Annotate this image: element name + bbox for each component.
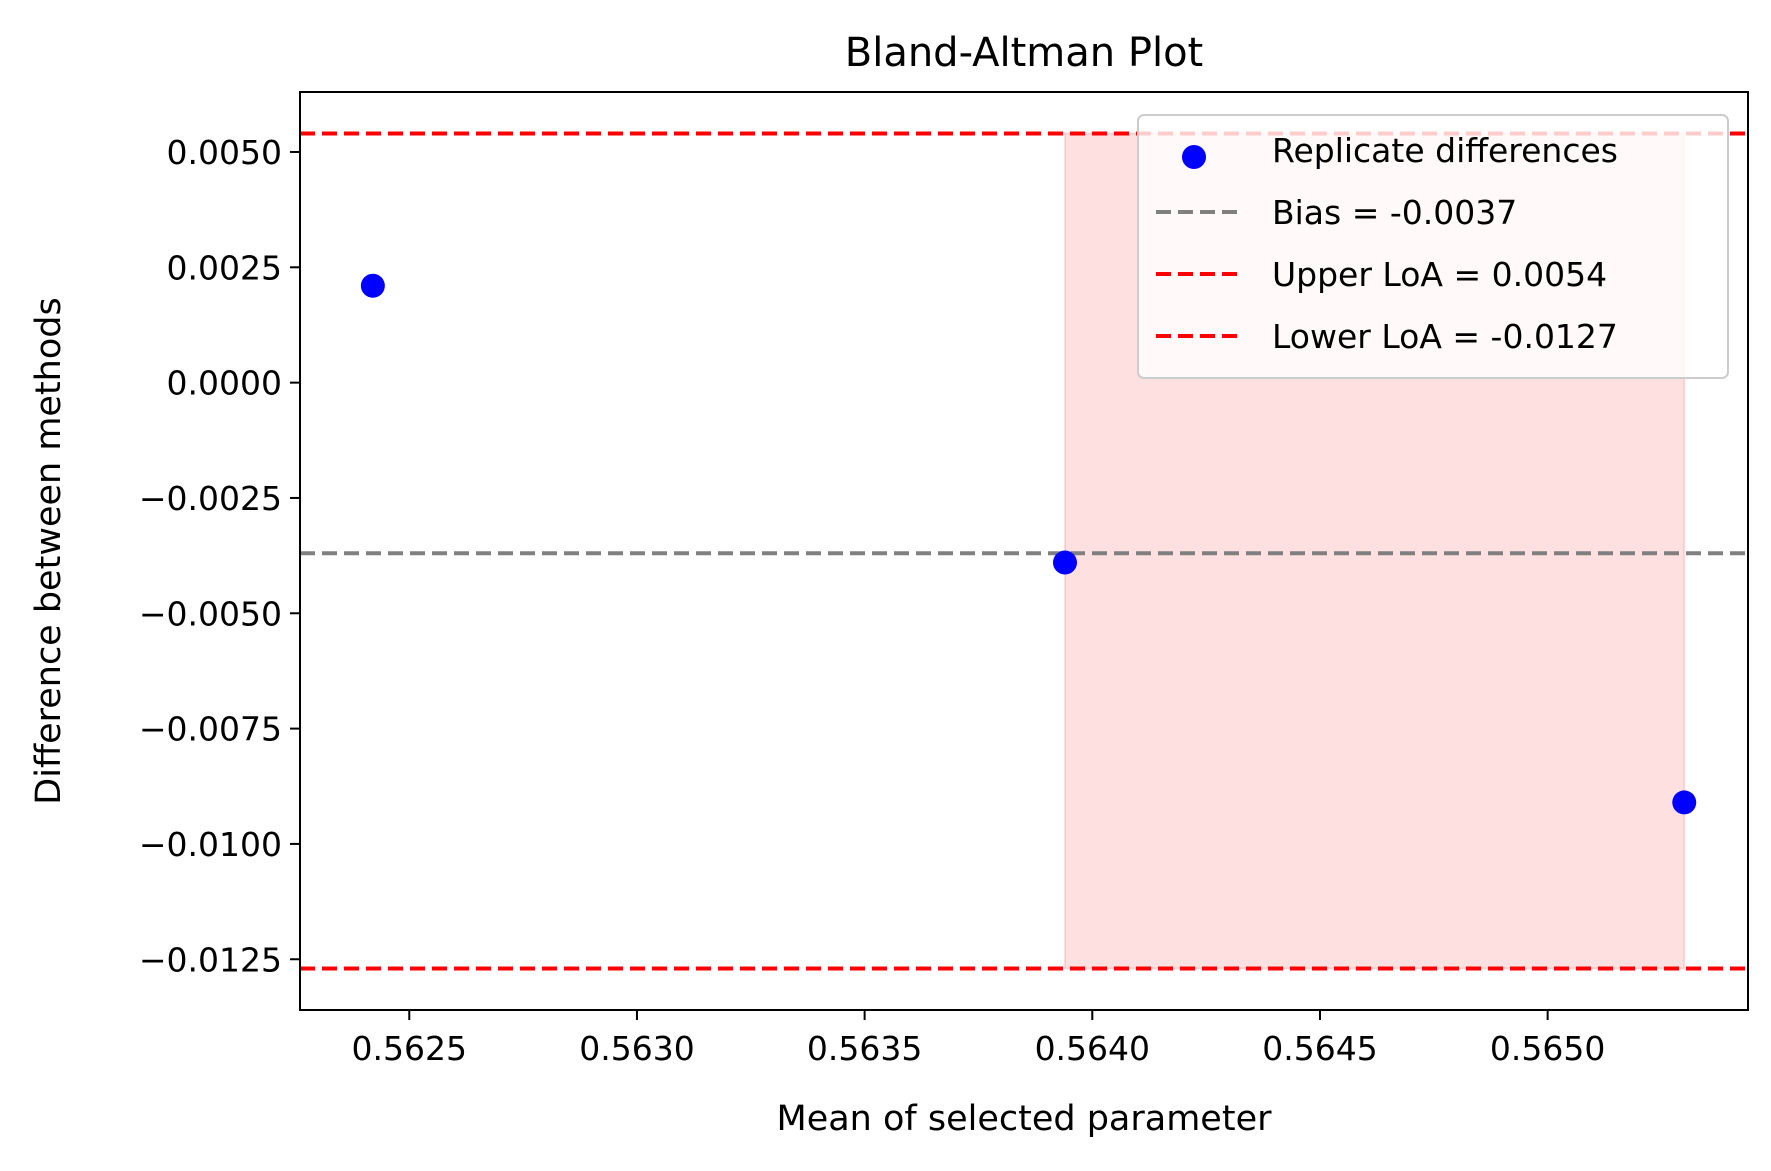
data-point <box>360 273 385 298</box>
x-tick-label: 0.5650 <box>1490 1029 1605 1068</box>
y-tick-label: 0.0025 <box>167 248 282 287</box>
y-tick-label: −0.0100 <box>139 825 282 864</box>
data-point <box>1672 790 1697 815</box>
y-tick-label: −0.0075 <box>139 710 282 749</box>
legend-label-replicate-differences: Replicate differences <box>1272 131 1618 170</box>
legend: Replicate differences Bias = -0.0037 Upp… <box>1137 114 1729 379</box>
x-tick-label: 0.5625 <box>352 1029 467 1068</box>
y-axis-ticks: 0.0050 0.0025 0.0000 −0.0025 −0.0050 −0.0075 −… <box>139 133 300 979</box>
y-tick-label: 0.0050 <box>167 133 282 172</box>
x-axis-label: Mean of selected parameter <box>777 1099 1273 1139</box>
legend-label-upper-loa: Upper LoA = 0.0054 <box>1272 255 1607 294</box>
y-axis-label: Difference between methods <box>29 297 69 804</box>
x-tick-label: 0.5645 <box>1262 1029 1377 1068</box>
y-tick-label: −0.0025 <box>139 479 282 518</box>
y-tick-label: 0.0000 <box>167 364 282 403</box>
axes-frame <box>299 91 1749 1011</box>
x-tick-label: 0.5640 <box>1035 1029 1150 1068</box>
x-tick-label: 0.5635 <box>807 1029 922 1068</box>
y-tick-label: −0.0125 <box>139 940 282 979</box>
legend-box <box>1137 114 1729 379</box>
x-axis-ticks: 0.5625 0.5630 0.5635 0.5640 0.5645 0.5650 <box>352 1010 1605 1068</box>
chart-title: Bland-Altman Plot <box>845 30 1203 76</box>
x-tick-label: 0.5630 <box>579 1029 694 1068</box>
data-point <box>1052 550 1077 575</box>
legend-label-bias: Bias = -0.0037 <box>1272 193 1517 232</box>
y-tick-label: −0.0050 <box>139 594 282 633</box>
legend-label-lower-loa: Lower LoA = -0.0127 <box>1272 317 1618 356</box>
legend-marker-replicate-differences <box>1182 145 1206 169</box>
